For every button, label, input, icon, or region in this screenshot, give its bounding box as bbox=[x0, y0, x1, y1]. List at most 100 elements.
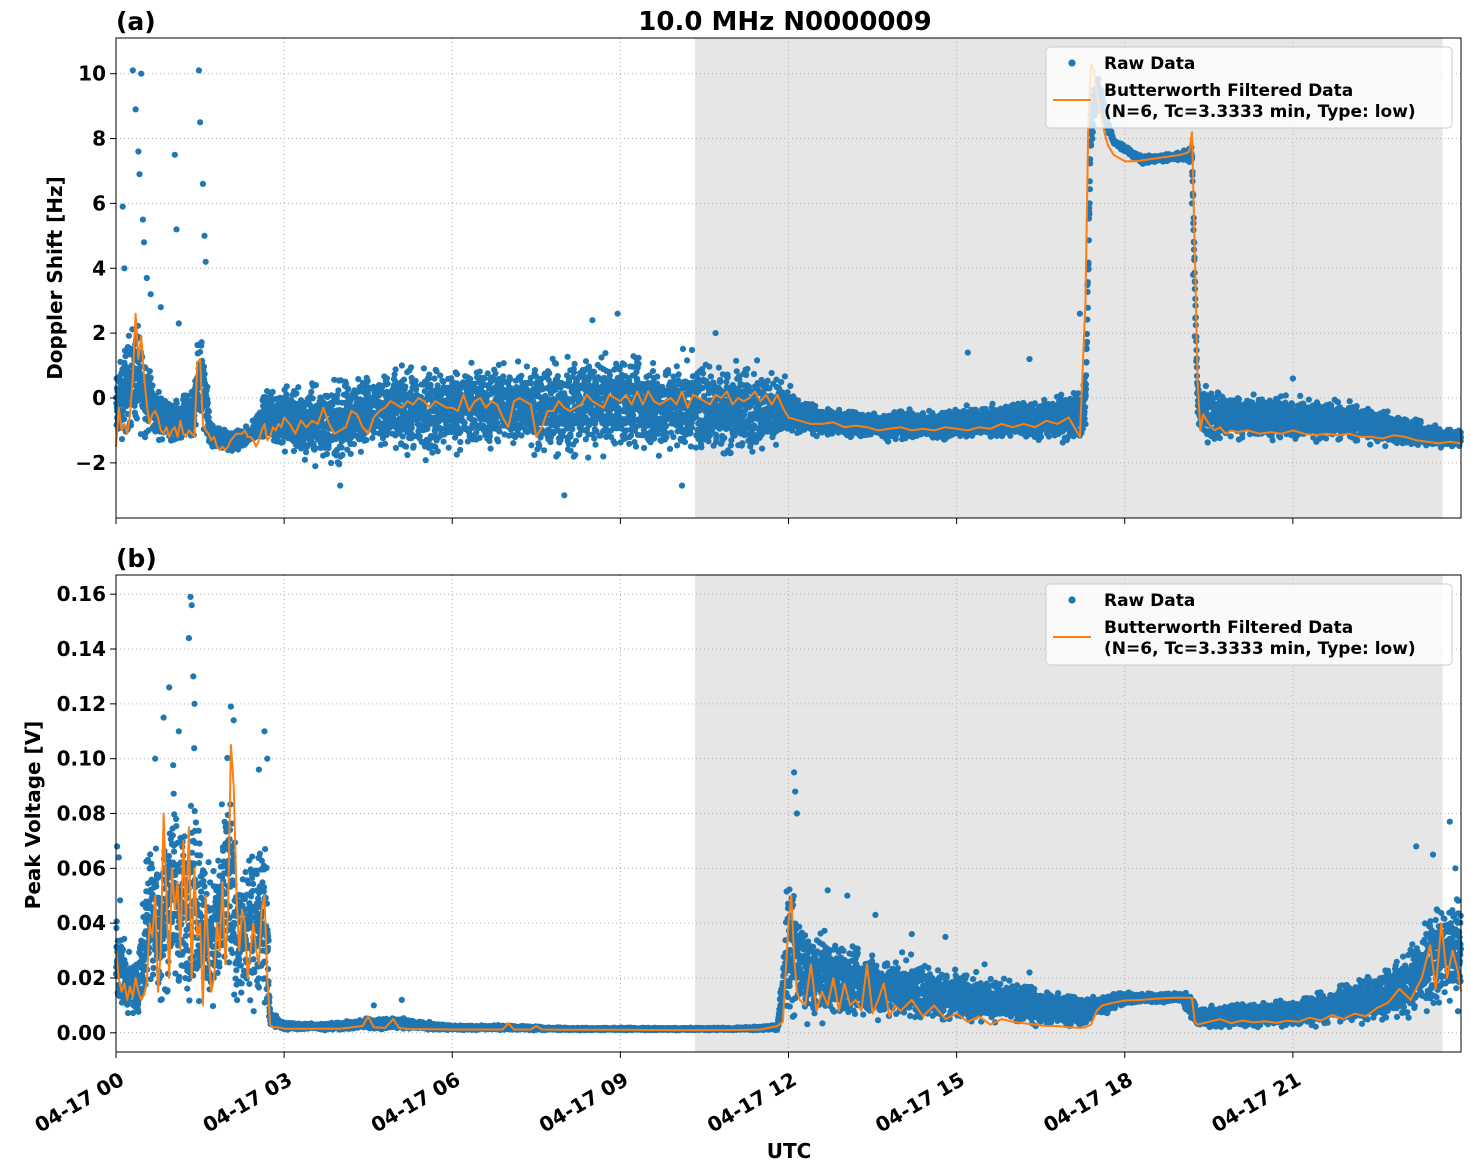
raw-data-point bbox=[392, 444, 399, 452]
raw-data-point bbox=[585, 454, 592, 461]
raw-data-point bbox=[715, 364, 723, 371]
raw-data-point bbox=[571, 360, 578, 367]
raw-data-point bbox=[684, 357, 691, 364]
raw-data-point bbox=[461, 419, 468, 426]
raw-data-point bbox=[381, 440, 389, 447]
raw-data-point bbox=[754, 357, 761, 364]
raw-data-point bbox=[335, 387, 342, 394]
raw-data-point bbox=[400, 376, 408, 383]
raw-data-point bbox=[531, 367, 539, 374]
raw-data-point bbox=[427, 381, 434, 388]
raw-data-point bbox=[336, 460, 343, 467]
figure-title: 10.0 MHz N0000009 bbox=[638, 7, 931, 37]
raw-data-point bbox=[772, 441, 780, 448]
raw-data-point bbox=[698, 444, 705, 451]
raw-data-point bbox=[635, 360, 642, 367]
raw-data-point bbox=[492, 370, 499, 377]
raw-data-point bbox=[527, 380, 534, 387]
raw-data-point bbox=[205, 414, 212, 421]
raw-data-point bbox=[264, 388, 271, 395]
raw-data-point bbox=[650, 360, 657, 367]
raw-data-point bbox=[422, 457, 429, 464]
raw-data-point bbox=[679, 345, 687, 352]
raw-data-point bbox=[402, 383, 409, 390]
raw-data-point bbox=[328, 459, 335, 467]
raw-data-point bbox=[281, 448, 288, 455]
raw-data-point bbox=[687, 429, 694, 436]
raw-data-point bbox=[554, 451, 562, 458]
raw-data-point bbox=[681, 439, 689, 446]
raw-data-point bbox=[476, 368, 483, 375]
raw-data-point bbox=[606, 372, 614, 379]
raw-data-point bbox=[198, 339, 205, 346]
raw-data-point bbox=[408, 424, 415, 432]
raw-data-point bbox=[688, 424, 696, 431]
raw-data-point bbox=[205, 408, 212, 415]
raw-data-point bbox=[500, 373, 507, 380]
raw-data-point bbox=[655, 452, 663, 459]
raw-data-point bbox=[486, 433, 493, 440]
raw-data-point bbox=[404, 451, 411, 459]
raw-data-point bbox=[582, 358, 590, 365]
raw-data-point bbox=[339, 451, 346, 458]
raw-data-point bbox=[440, 438, 447, 445]
raw-data-point bbox=[523, 363, 531, 370]
raw-data-point bbox=[481, 375, 488, 382]
raw-data-point bbox=[591, 435, 598, 442]
raw-data-point bbox=[167, 402, 174, 409]
raw-data-point bbox=[434, 448, 441, 455]
raw-data-point bbox=[663, 433, 670, 440]
raw-data-point bbox=[279, 439, 286, 446]
raw-data-point bbox=[764, 377, 771, 384]
raw-data-point bbox=[794, 397, 802, 404]
raw-data-point bbox=[345, 386, 352, 393]
raw-data-point bbox=[269, 388, 276, 395]
raw-data-point bbox=[592, 441, 599, 448]
raw-data-point bbox=[812, 402, 819, 410]
raw-data-point bbox=[600, 453, 607, 460]
raw-data-point bbox=[323, 450, 330, 458]
raw-data-point bbox=[426, 371, 433, 378]
raw-data-point bbox=[457, 446, 464, 453]
raw-data-point bbox=[200, 363, 207, 370]
raw-data-point bbox=[431, 375, 438, 382]
raw-data-point bbox=[437, 372, 444, 379]
raw-data-point bbox=[564, 353, 571, 360]
raw-data-point bbox=[338, 444, 345, 451]
raw-data-point bbox=[743, 371, 750, 379]
raw-data-point bbox=[147, 374, 154, 381]
raw-data-point bbox=[283, 392, 290, 399]
raw-data-point bbox=[554, 373, 561, 380]
raw-data-point bbox=[602, 350, 609, 357]
raw-data-point bbox=[572, 437, 580, 444]
raw-data-point bbox=[733, 357, 740, 364]
raw-data-point bbox=[665, 370, 672, 377]
raw-data-point bbox=[384, 380, 391, 387]
raw-data-point bbox=[778, 379, 785, 386]
raw-data-point bbox=[408, 364, 415, 371]
raw-data-point bbox=[476, 434, 483, 441]
raw-data-point bbox=[649, 368, 657, 375]
raw-data-point bbox=[350, 441, 358, 448]
raw-data-point bbox=[759, 445, 766, 452]
raw-data-point bbox=[398, 362, 405, 369]
raw-data-point bbox=[301, 456, 308, 463]
raw-data-point bbox=[495, 438, 502, 445]
raw-data-point bbox=[295, 384, 302, 391]
raw-data-point bbox=[496, 428, 503, 435]
raw-data-point bbox=[654, 373, 661, 380]
raw-data-point bbox=[392, 366, 399, 373]
raw-data-point bbox=[699, 370, 707, 377]
raw-data-point bbox=[675, 371, 682, 378]
raw-data-point bbox=[312, 463, 319, 470]
raw-data-point bbox=[413, 383, 420, 390]
raw-data-point bbox=[155, 388, 162, 396]
raw-data-point bbox=[724, 374, 731, 381]
raw-data-point bbox=[552, 360, 560, 367]
raw-data-point bbox=[626, 440, 633, 447]
raw-data-point bbox=[401, 408, 408, 415]
raw-data-point bbox=[663, 422, 670, 430]
raw-data-point bbox=[159, 436, 166, 443]
